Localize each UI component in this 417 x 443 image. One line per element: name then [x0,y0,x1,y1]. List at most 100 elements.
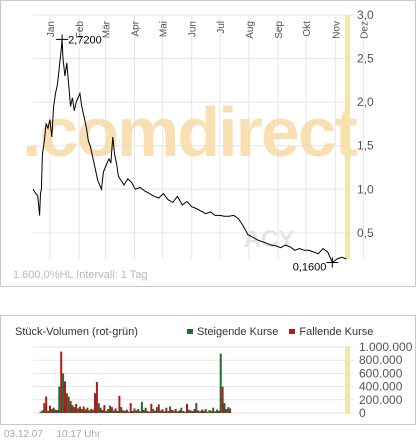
legend-rising: Steigende Kurse [187,326,278,338]
y-tick-label: 0,5 [357,226,374,240]
volume-bar [210,411,213,413]
legend-falling-label: Fallende Kurse [299,326,374,338]
volume-bar [189,410,192,413]
price-chart-panel: .comdirect ACY Jan Feb Mär Apr Mai Jun Jul Aug S… [0,0,416,287]
volume-y-tick-label: 200.000 [359,393,403,407]
volume-bar [184,411,187,413]
volume-bar [139,411,141,413]
volume-bar [71,405,74,413]
y-tick-label: 1,5 [357,139,374,153]
volume-bar [45,396,48,413]
volume-bar [97,403,100,413]
volume-bar [80,409,83,413]
volume-bar [43,403,46,413]
volume-bar [67,396,70,413]
interval-info: 1.600,0%HL Intervall: 1 Tag [13,269,148,281]
x-tick-label: Okt [302,21,313,37]
volume-bar [109,405,111,413]
volume-bar [47,410,50,413]
volume-bar [206,411,209,413]
volume-bar [219,353,222,413]
volume-bar [142,410,145,413]
volume-bar [39,411,42,413]
price-chart: .comdirect ACY Jan Feb Mär Apr Mai Jun Jul Aug S… [22,8,374,273]
x-tick-label: Nov [331,21,342,39]
volume-bar [217,410,220,413]
volume-bar [116,411,119,413]
x-tick-label: Feb [75,21,86,39]
volume-bar [208,410,211,413]
volume-chart-panel: 0 200.000 400.000 600.000 800.000 1.000.000 S… [0,315,416,425]
volume-bar [118,395,121,413]
volume-bar [122,410,125,413]
volume-bar [150,403,153,413]
legend-falling: Fallende Kurse [289,326,373,338]
x-tick-label: Jul [216,21,227,34]
volume-bar [137,409,140,413]
falling-swatch [289,328,296,334]
volume-bar [127,411,130,413]
watermark-ticker: ACY [244,226,295,253]
volume-bar [92,409,95,413]
volume-y-tick-label: 600.000 [359,366,403,380]
volume-period-highlight [345,346,350,414]
y-tick-label: 1,0 [357,182,374,196]
volume-bar [124,410,126,413]
volume-bar [157,404,160,413]
timestamp: 03.12.07 10:17 Uhr [4,429,100,440]
volume-bar [64,381,66,413]
volume-bar [94,393,96,413]
volume-bar [201,409,203,413]
timestamp-time: 10:17 Uhr [56,429,101,440]
volume-bar [140,401,143,413]
volume-bar [195,403,198,413]
volume-bar [110,407,113,413]
volume-bar [193,409,196,413]
volume-bar [120,407,123,413]
volume-bar [90,409,93,413]
volume-bar [56,410,59,413]
volume-bar [199,411,202,413]
volume-bar [148,411,151,413]
volume-bar [165,407,168,413]
y-tick-label: 2,5 [357,52,374,66]
volume-bar [73,407,76,413]
y-tick-label: 3,0 [357,8,374,22]
volume-bar [88,410,91,413]
x-tick-label: Mär [101,20,112,38]
volume-bar [52,407,55,413]
volume-bar [101,410,104,413]
volume-bar [49,405,51,413]
volume-legend: Steigende Kurse Fallende Kurse [187,326,381,338]
volume-bar [186,403,188,413]
volume-bar [154,410,157,413]
volume-bar [82,406,85,413]
volume-bar [167,411,170,413]
volume-bar [112,410,115,413]
volume-bar [133,408,136,413]
max-value-label: 2,7200 [68,34,102,46]
volume-bar [50,409,53,413]
watermark-brand: .comdirect [22,93,358,171]
volume-bar [229,408,232,413]
volume-bar [214,411,217,413]
x-tick-label: Jan [46,21,57,37]
volume-bar [131,411,134,413]
min-value-label: 0,1600 [293,261,327,273]
volume-bar [60,351,63,413]
volume-bar [187,409,190,413]
volume-bar [169,406,172,413]
volume-bar [79,406,81,413]
volume-bar [62,373,65,413]
volume-bar [65,393,68,413]
volume-bar [155,407,158,413]
volume-bar [180,407,183,413]
volume-bar [161,409,164,413]
timestamp-date: 03.12.07 [4,429,43,440]
volume-bar [204,409,207,413]
volume-bar [75,403,78,413]
volume-bar [144,407,147,413]
volume-bar [212,407,215,413]
current-period-highlight [345,15,350,259]
